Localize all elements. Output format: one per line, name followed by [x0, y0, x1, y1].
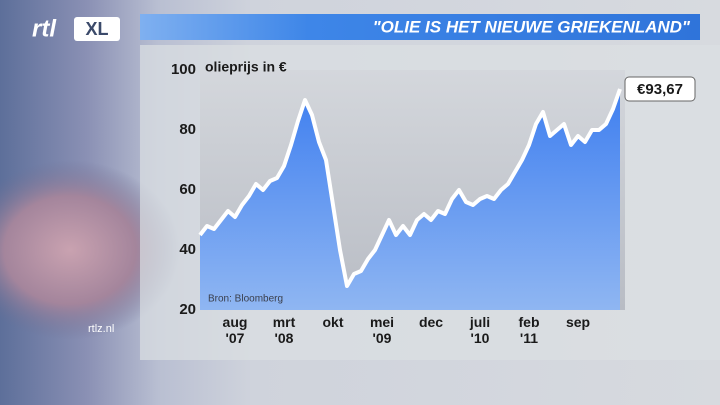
y-tick-label: 60: [179, 181, 196, 198]
x-tick-label: aug '07: [222, 314, 248, 346]
logo-badge-box: [74, 17, 120, 41]
x-tick-label: juli '10: [469, 314, 491, 346]
chart-title: "OLIE IS HET NIEUWE GRIEKENLAND": [373, 17, 691, 36]
y-tick-label: 40: [179, 241, 196, 258]
x-tick-label: okt: [322, 314, 344, 330]
background-photo: [0, 160, 180, 340]
end-label-box: [624, 76, 696, 102]
y-tick-label: 100: [171, 61, 196, 78]
area: [200, 88, 620, 311]
y-axis-label: olieprijs in €: [205, 59, 287, 75]
logo-badge: XL: [85, 19, 108, 39]
x-tick-label: mei '09: [369, 314, 395, 346]
x-tick-label: dec: [418, 314, 444, 330]
y-tick-label: 20: [179, 301, 196, 318]
x-tick-label: feb '11: [518, 314, 540, 346]
title-bar: [140, 14, 700, 40]
website: rtlz.nl: [88, 323, 114, 335]
end-label: €93,67: [637, 81, 683, 98]
logo: rtl: [32, 15, 57, 42]
source: Bron: Bloomberg: [208, 294, 283, 305]
x-tick-label: sep: [565, 314, 591, 330]
x-tick-label: mrt '08: [272, 314, 296, 346]
line: [198, 88, 622, 288]
y-tick-label: 80: [179, 121, 196, 138]
